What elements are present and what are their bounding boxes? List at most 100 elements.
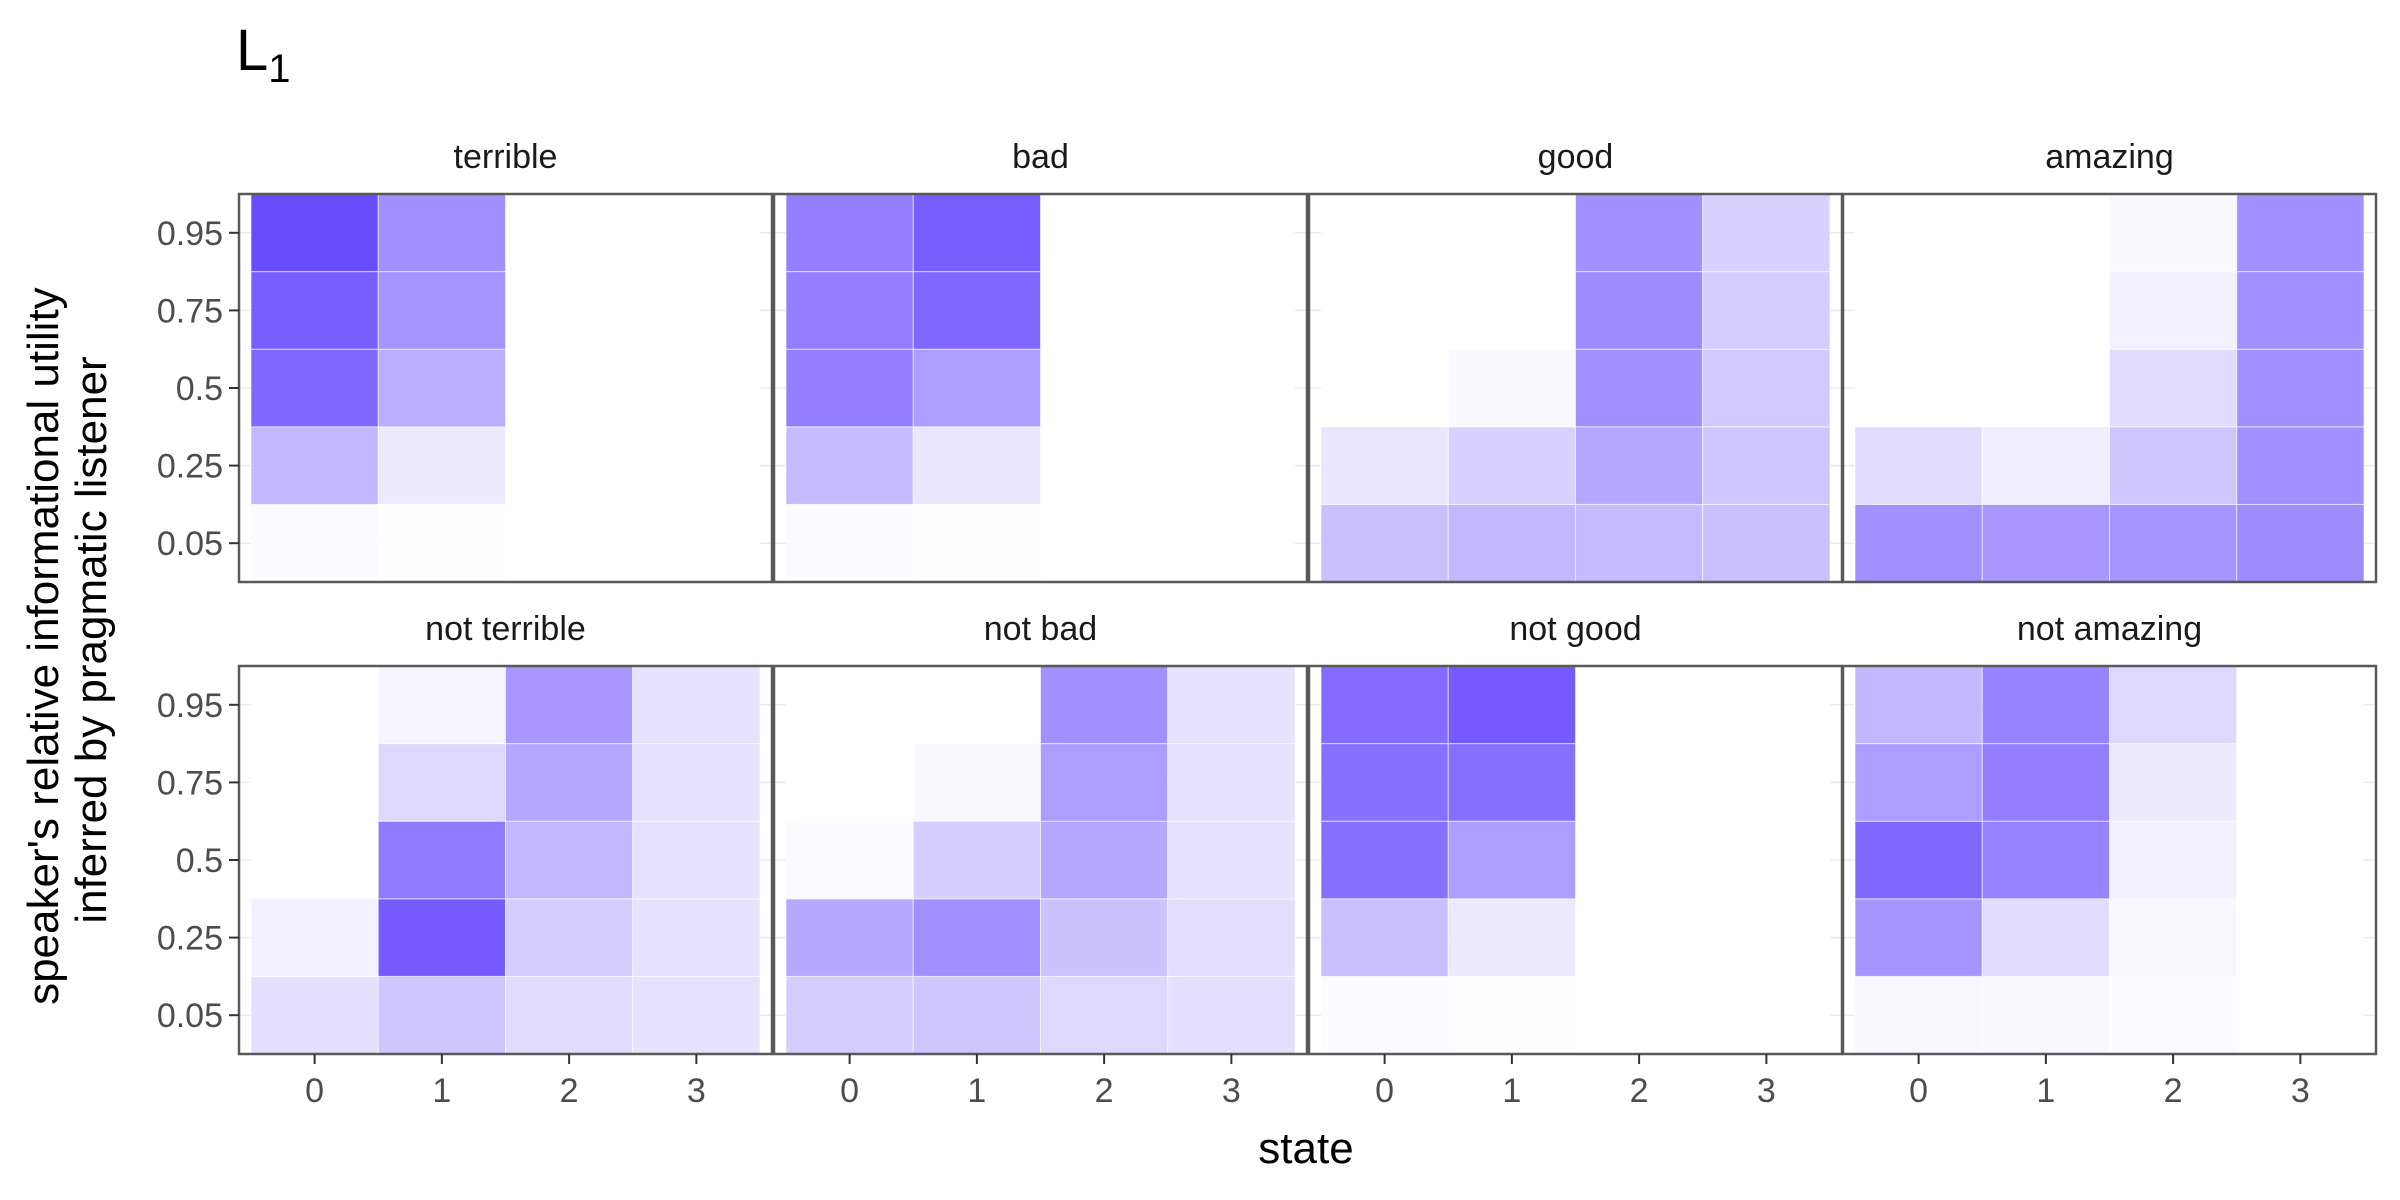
facet-strip-label: not good <box>1509 610 1641 648</box>
heatmap-cell <box>785 271 914 350</box>
heatmap-cell <box>1981 975 2110 1055</box>
heatmap-cell <box>912 348 1041 428</box>
heatmap-cell <box>250 898 379 977</box>
heatmap-cell <box>377 665 506 745</box>
y-tick-label: 0.05 <box>157 525 223 563</box>
x-tick-label: 2 <box>560 1072 579 1110</box>
x-tick-label: 1 <box>2036 1072 2055 1110</box>
heatmap-cell <box>785 193 914 273</box>
heatmap-cell <box>1040 504 1168 582</box>
heatmap-cell <box>377 820 506 900</box>
heatmap-cell <box>1981 820 2110 900</box>
heatmap-cell <box>251 821 379 899</box>
heatmap-cell <box>1040 349 1168 427</box>
heatmap-cell <box>377 975 506 1055</box>
heatmap-cell <box>1982 349 2110 427</box>
x-tick-label: 0 <box>305 1072 324 1110</box>
heatmap-cell <box>1040 194 1168 272</box>
heatmap-cell <box>1855 194 1983 272</box>
heatmap-cell <box>1854 743 1983 822</box>
heatmap-cell <box>377 426 506 505</box>
heatmap-cell <box>1167 975 1296 1055</box>
heatmap-cell <box>1040 426 1168 505</box>
facet-strip-label: not bad <box>984 610 1097 648</box>
heatmap-cell <box>1702 666 1830 744</box>
heatmap-cell <box>250 348 379 428</box>
heatmap-cell <box>251 504 379 582</box>
y-tick-label: 0.75 <box>157 764 223 802</box>
facet-panel: not good <box>1307 610 1844 1056</box>
panel-border <box>772 192 1309 584</box>
heatmap-cell <box>1040 665 1169 745</box>
heatmap-cell <box>1040 820 1169 900</box>
heatmap-cell <box>1448 194 1576 272</box>
x-tick-label: 1 <box>967 1072 986 1110</box>
heatmap-cell <box>1854 820 1983 900</box>
y-tick-label: 0.5 <box>176 842 223 880</box>
heatmap-cell <box>1855 271 1983 350</box>
heatmap-cell <box>1320 898 1449 977</box>
heatmap-cell <box>913 666 1041 744</box>
heatmap-cell <box>250 271 379 350</box>
heatmap-cell <box>2109 665 2238 745</box>
heatmap-cell <box>2109 898 2238 977</box>
x-tick-label: 3 <box>1222 1072 1241 1110</box>
heatmap-cell <box>1447 665 1576 745</box>
heatmap-cell <box>377 898 506 977</box>
heatmap-cell <box>1447 348 1576 428</box>
facet-panel: not amazing <box>1841 610 2378 1056</box>
heatmap-cell <box>1447 820 1576 900</box>
heatmap-cell <box>785 975 914 1055</box>
heatmap-cell <box>912 271 1041 350</box>
heatmap-cell <box>377 348 506 428</box>
heatmap-cell <box>1575 348 1704 428</box>
heatmap-cell <box>785 898 914 977</box>
heatmap-cell <box>632 898 761 977</box>
heatmap-cell <box>912 743 1041 822</box>
heatmap-cell <box>632 820 761 900</box>
x-tick-label: 0 <box>840 1072 859 1110</box>
heatmap-cell <box>2236 743 2364 822</box>
heatmap-cell <box>1982 271 2110 350</box>
heatmap-cell <box>1040 271 1168 350</box>
heatmap-cell <box>2236 426 2365 505</box>
facet-panel: not terrible <box>237 610 774 1056</box>
heatmap-cell <box>2236 898 2364 977</box>
heatmap-cell <box>1321 976 1449 1054</box>
y-tick-label: 0.25 <box>157 448 223 486</box>
x-tick-label: 2 <box>2164 1072 2183 1110</box>
heatmap-cell <box>1854 898 1983 977</box>
x-tick-label: 3 <box>1757 1072 1776 1110</box>
heatmap-cell <box>1321 349 1449 427</box>
heatmap-cell <box>2236 193 2365 273</box>
heatmap-cell <box>1447 503 1576 583</box>
heatmap-cell <box>1702 503 1831 583</box>
heatmap-cell <box>1320 665 1449 745</box>
heatmap-cell <box>1320 743 1449 822</box>
heatmap-cell <box>1702 271 1831 350</box>
heatmap-cell <box>1040 743 1169 822</box>
heatmap-cell <box>1702 426 1831 505</box>
heatmap-cell <box>1575 976 1703 1054</box>
x-tick-label: 3 <box>687 1072 706 1110</box>
heatmap-cell <box>786 666 914 744</box>
heatmap-cell <box>1321 194 1449 272</box>
heatmap-cell <box>1167 349 1295 427</box>
y-axis-title-line-1: speaker's relative informational utility <box>19 287 68 1005</box>
heatmap-cell <box>1702 193 1831 273</box>
x-axis-title: state <box>1258 1124 1353 1173</box>
heatmap-cell <box>505 349 633 427</box>
heatmap-cell <box>1855 349 1983 427</box>
heatmap-cell <box>1854 665 1983 745</box>
heatmap-cell <box>1167 743 1296 822</box>
heatmap-cell <box>1575 666 1703 744</box>
heatmap-cell <box>505 426 633 505</box>
heatmap-cell <box>1448 271 1576 350</box>
y-axis-title: speaker's relative informational utility… <box>19 275 116 1005</box>
heatmap-cell <box>250 193 379 273</box>
y-tick-label: 0.5 <box>176 370 223 408</box>
heatmap-cell <box>377 271 506 350</box>
heatmap-cell <box>2109 348 2238 428</box>
heatmap-cell <box>632 975 761 1055</box>
heatmap-cell <box>1448 976 1576 1054</box>
